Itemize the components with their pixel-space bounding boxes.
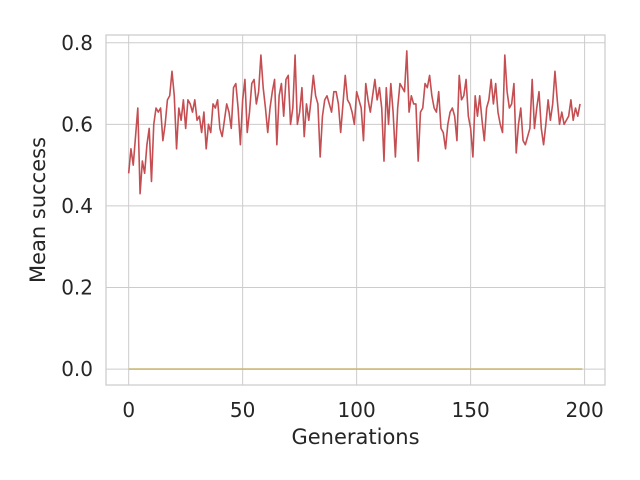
y-tick-label: 0.8 xyxy=(61,31,93,55)
y-axis-label: Mean success xyxy=(26,137,50,283)
x-tick-label: 200 xyxy=(566,398,604,422)
x-tick-label: 0 xyxy=(122,398,135,422)
x-tick-label: 50 xyxy=(230,398,255,422)
y-tick-label: 0.2 xyxy=(61,276,93,300)
x-tick-label: 150 xyxy=(452,398,490,422)
tick-labels: 0 50 100 150 200 0.0 0.2 0.4 0.6 0.8 xyxy=(61,31,604,422)
x-axis-label: Generations xyxy=(291,425,419,449)
y-tick-label: 0.0 xyxy=(61,357,93,381)
plot-frame xyxy=(105,34,606,386)
series-layer xyxy=(127,50,583,370)
y-tick-label: 0.4 xyxy=(61,194,93,218)
y-tick-label: 0.6 xyxy=(61,112,93,136)
series-line-1 xyxy=(127,50,581,195)
x-tick-label: 100 xyxy=(338,398,376,422)
